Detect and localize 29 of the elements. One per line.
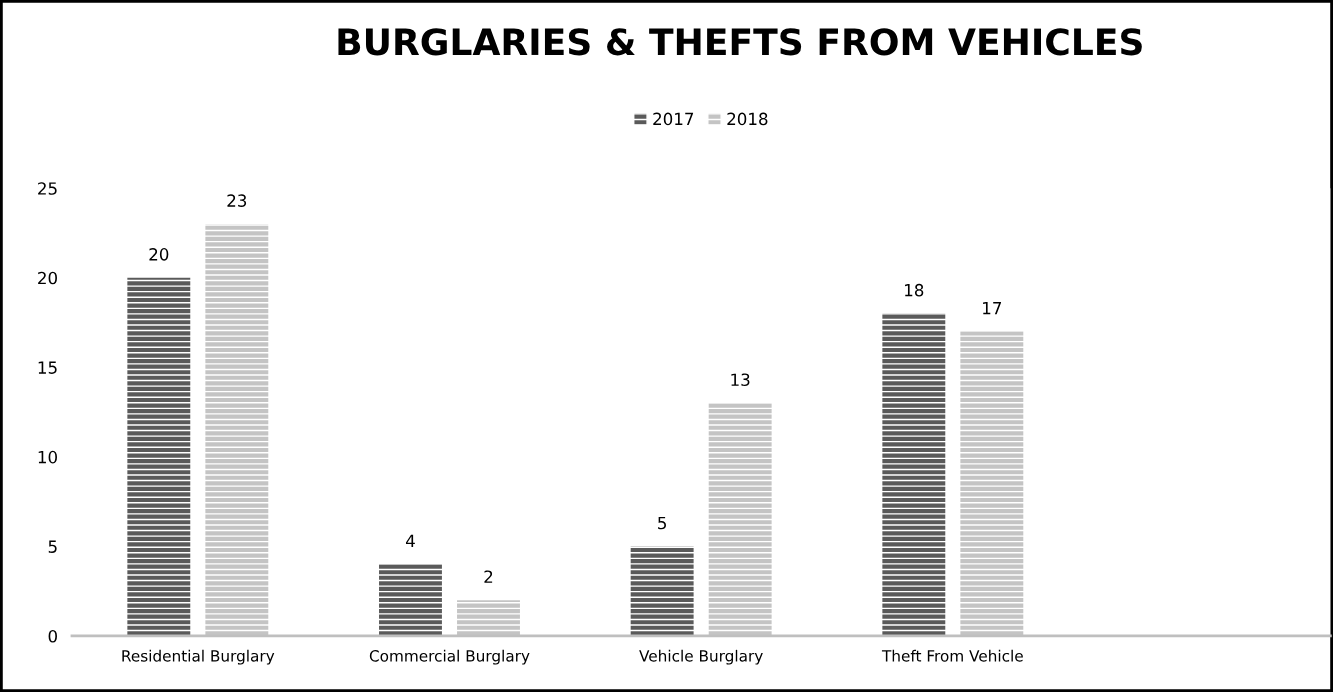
y-tick-label: 5 bbox=[48, 540, 57, 553]
chart-title: BURGLARIES & THEFTS FROM VEHICLES bbox=[338, 28, 1142, 56]
bar bbox=[882, 313, 946, 636]
data-label: 18 bbox=[905, 283, 924, 297]
data-label: 2 bbox=[484, 570, 493, 583]
bar bbox=[960, 331, 1024, 636]
bar bbox=[457, 600, 520, 636]
bar bbox=[630, 546, 694, 636]
y-tick-label: 0 bbox=[48, 629, 57, 643]
x-tick-label: Vehicle Burglary bbox=[639, 649, 763, 665]
bar bbox=[708, 403, 772, 636]
legend-label: 2017 bbox=[653, 112, 694, 126]
legend-label: 2018 bbox=[727, 112, 768, 126]
y-tick-label: 20 bbox=[38, 271, 57, 285]
x-tick-label: Theft From Vehicle bbox=[881, 649, 1023, 662]
x-tick-label: Commercial Burglary bbox=[369, 649, 530, 665]
x-tick-label: Residential Burglary bbox=[122, 649, 275, 665]
data-label: 20 bbox=[149, 248, 169, 261]
data-label: 5 bbox=[658, 516, 666, 530]
data-label: 4 bbox=[405, 534, 415, 547]
y-tick-label: 10 bbox=[38, 450, 57, 464]
bar bbox=[379, 564, 442, 636]
data-label: 13 bbox=[731, 373, 750, 387]
data-label: 17 bbox=[983, 301, 1002, 315]
y-tick-label: 15 bbox=[38, 361, 57, 374]
y-tick-label: 25 bbox=[38, 182, 57, 195]
bar bbox=[205, 224, 269, 636]
bar bbox=[127, 277, 191, 636]
data-label: 23 bbox=[227, 194, 247, 207]
